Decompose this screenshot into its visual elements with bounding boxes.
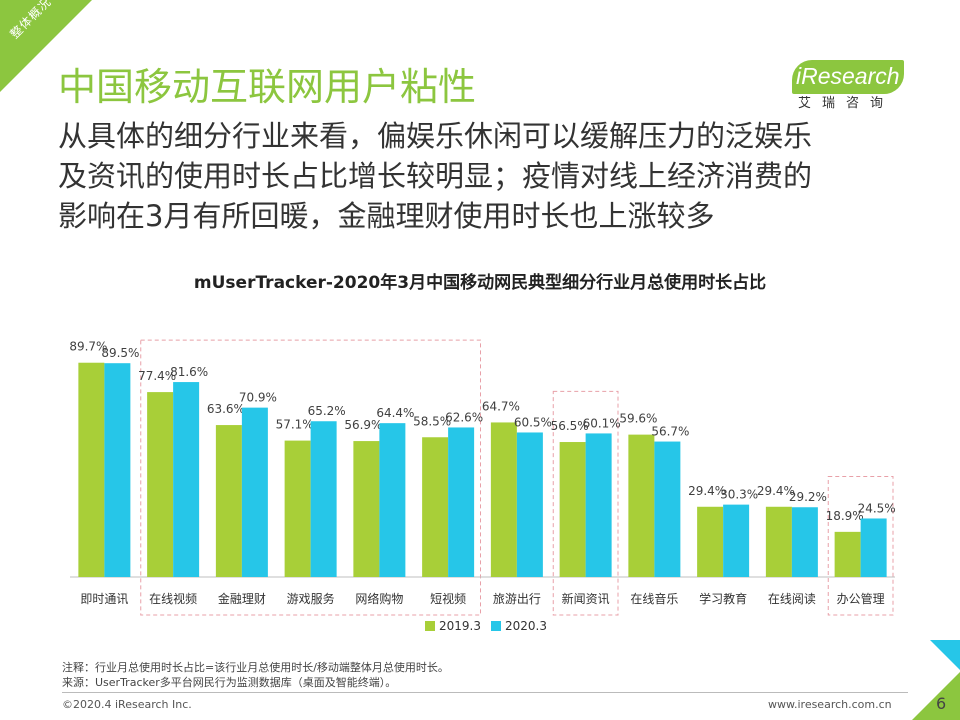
data-label: 60.5% <box>514 415 552 429</box>
x-tick-label: 短视频 <box>430 591 466 606</box>
corner-tag <box>0 0 92 92</box>
highlight-box <box>140 339 481 616</box>
bar-2019.3 <box>765 506 792 577</box>
logo-leaf-shape <box>792 60 904 94</box>
bar-2019.3 <box>353 441 380 577</box>
bar-2020.3 <box>791 507 818 577</box>
bar-2019.3 <box>697 506 724 577</box>
x-tick-label: 即时通讯 <box>80 592 128 606</box>
footer-website[interactable]: www.iresearch.com.cn <box>768 698 892 711</box>
data-label: 56.7% <box>651 425 689 439</box>
data-label: 64.7% <box>482 399 520 413</box>
data-label: 30.3% <box>720 488 758 502</box>
logo-wordmark: iResearch <box>796 63 900 89</box>
page-number: 6 <box>936 694 947 713</box>
x-tick-label: 网络购物 <box>355 591 403 606</box>
page-subtitle: 从具体的细分行业来看，偏娱乐休闲可以缓解压力的泛娱乐 及资讯的使用时长占比增长较… <box>58 116 918 236</box>
data-label: 29.2% <box>789 490 827 504</box>
data-label: 65.2% <box>308 404 346 418</box>
legend-label: 2020.3 <box>505 619 547 633</box>
data-label: 57.1% <box>276 418 314 432</box>
x-tick-label: 在线阅读 <box>768 592 816 606</box>
x-tick-label: 办公管理 <box>837 591 885 606</box>
data-label: 60.1% <box>583 416 621 430</box>
legend-swatch <box>425 621 435 631</box>
bar-2020.3 <box>585 433 612 577</box>
bar-2020.3 <box>173 382 200 577</box>
data-label: 70.9% <box>239 391 277 405</box>
subtitle-line: 影响在3月有所回暖，金融理财使用时长也上涨较多 <box>58 199 715 233</box>
bar-2020.3 <box>104 363 131 577</box>
corner-decoration-blue <box>930 640 960 670</box>
footnotes: 注释：行业月总使用时长占比=该行业月总使用时长/移动端整体月总使用时长。 来源：… <box>62 660 449 690</box>
bar-2019.3 <box>422 437 449 577</box>
bar-2020.3 <box>379 423 406 577</box>
data-label: 63.6% <box>207 402 245 416</box>
footnote-note: 注释：行业月总使用时长占比=该行业月总使用时长/移动端整体月总使用时长。 <box>62 661 449 674</box>
subtitle-line: 及资讯的使用时长占比增长较明显；疫情对线上经济消费的 <box>58 159 813 193</box>
highlight-box <box>827 475 894 616</box>
x-tick-label: 旅游出行 <box>493 592 541 606</box>
logo-subtitle: 艾瑞咨询 <box>798 96 895 111</box>
data-label: 64.4% <box>376 406 414 420</box>
x-tick-label: 学习教育 <box>699 591 747 606</box>
data-label: 24.5% <box>858 501 896 515</box>
bar-2019.3 <box>284 440 311 577</box>
data-label: 29.4% <box>688 484 726 498</box>
x-tick-label: 金融理财 <box>218 591 266 606</box>
x-tick-label: 在线视频 <box>149 591 197 606</box>
data-label: 89.5% <box>101 346 139 360</box>
bar-2019.3 <box>215 425 242 577</box>
x-tick-label: 游戏服务 <box>287 591 335 606</box>
bar-2019.3 <box>78 362 105 577</box>
footer-divider <box>62 692 908 693</box>
bar-2020.3 <box>723 504 750 577</box>
bar-2019.3 <box>559 442 586 577</box>
bar-2019.3 <box>834 531 861 577</box>
footnote-source: 来源：UserTracker多平台网民行为监测数据库（桌面及智能终端）。 <box>62 676 397 689</box>
data-label: 18.9% <box>826 509 864 523</box>
bar-2020.3 <box>654 441 681 577</box>
bar-2020.3 <box>241 407 268 577</box>
data-label: 59.6% <box>619 412 657 426</box>
x-tick-label: 新闻资讯 <box>562 591 610 606</box>
chart-title: mUserTracker-2020年3月中国移动网民典型细分行业月总使用时长占比 <box>193 273 767 293</box>
legend-swatch <box>491 621 501 631</box>
data-label: 58.5% <box>413 414 451 428</box>
data-label: 56.9% <box>344 418 382 432</box>
data-label: 77.4% <box>138 369 176 383</box>
bar-2019.3 <box>147 392 174 577</box>
subtitle-line: 从具体的细分行业来看，偏娱乐休闲可以缓解压力的泛娱乐 <box>58 119 813 153</box>
bar-2020.3 <box>860 518 887 577</box>
page-title: 中国移动互联网用户粘性 <box>58 65 477 109</box>
data-label: 56.5% <box>551 419 589 433</box>
data-label: 62.6% <box>445 410 483 424</box>
iresearch-logo: iResearch 艾瑞咨询 <box>790 56 920 111</box>
data-label: 89.7% <box>69 340 107 354</box>
footer-copyright: ©2020.4 iResearch Inc. <box>62 698 192 711</box>
corner-decoration-green <box>912 672 960 720</box>
x-tick-label: 在线音乐 <box>630 591 678 606</box>
bar-2019.3 <box>490 422 517 577</box>
bar-2020.3 <box>310 421 337 577</box>
bar-2020.3 <box>448 427 475 577</box>
bar-2019.3 <box>628 434 655 577</box>
data-label: 29.4% <box>757 484 795 498</box>
highlight-box <box>552 390 619 616</box>
legend-label: 2019.3 <box>439 619 481 633</box>
data-label: 81.6% <box>170 365 208 379</box>
bar-2020.3 <box>516 432 543 577</box>
